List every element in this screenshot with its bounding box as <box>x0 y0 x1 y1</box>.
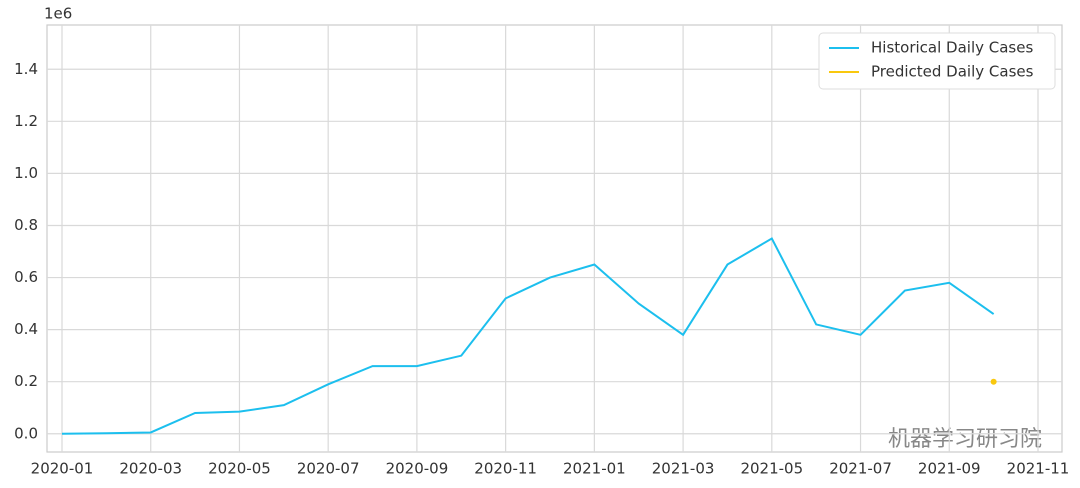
x-tick-label: 2020-09 <box>386 460 449 478</box>
x-tick-label: 2020-11 <box>474 460 537 478</box>
legend-label: Predicted Daily Cases <box>871 63 1034 81</box>
x-tick-label: 2021-01 <box>563 460 626 478</box>
y-offset-label: 1e6 <box>44 5 72 23</box>
x-tick-label: 2021-09 <box>918 460 981 478</box>
y-tick-label: 1.0 <box>14 164 38 182</box>
plot-area <box>46 24 1063 453</box>
y-tick-label: 1.4 <box>14 60 38 78</box>
y-tick-label: 0.0 <box>14 424 38 442</box>
grid <box>47 25 1062 452</box>
x-tick-label: 2020-05 <box>208 460 271 478</box>
x-tick-label: 2020-01 <box>31 460 94 478</box>
x-tick-label: 2020-07 <box>297 460 360 478</box>
legend-box <box>818 32 1056 90</box>
data-line <box>61 237 995 435</box>
data-point <box>990 378 997 385</box>
y-tick-label: 1.2 <box>14 112 38 130</box>
y-tick-label: 0.6 <box>14 268 38 286</box>
y-tick-label: 0.2 <box>14 372 38 390</box>
y-tick-label: 0.4 <box>14 320 38 338</box>
watermark: 机器学习研习院 <box>888 427 1042 452</box>
y-tick-label: 0.8 <box>14 216 38 234</box>
x-tick-label: 2021-07 <box>829 460 892 478</box>
x-tick-label: 2021-05 <box>740 460 803 478</box>
x-tick-label: 2021-03 <box>652 460 715 478</box>
legend-label: Historical Daily Cases <box>871 39 1033 57</box>
x-tick-label: 2021-11 <box>1007 460 1070 478</box>
x-tick-label: 2020-03 <box>119 460 182 478</box>
